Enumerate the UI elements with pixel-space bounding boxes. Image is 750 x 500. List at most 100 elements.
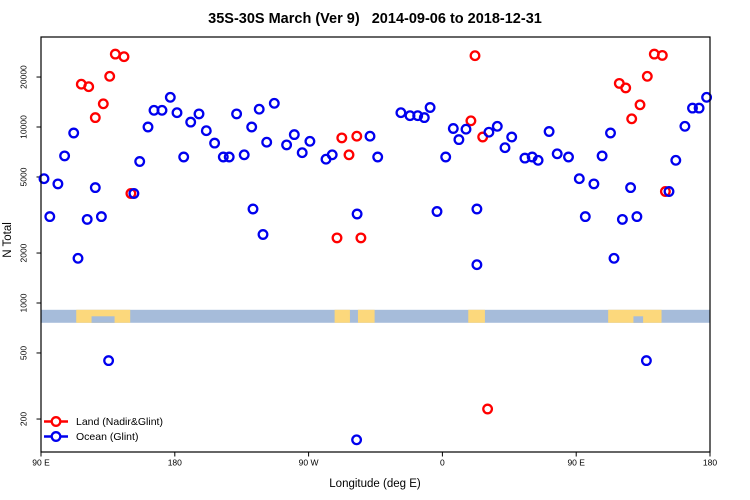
data-point-ocean [447,123,459,134]
data-point-ocean [268,97,280,109]
y-tick-label: 5000 [19,167,29,186]
data-point-ocean [364,130,376,142]
y-tick-label: 20000 [19,65,29,89]
data-point-land [109,48,121,60]
data-point-ocean [288,129,300,141]
data-point-ocean [171,107,183,119]
data-point-ocean [670,154,682,166]
legend-label-land: Land (Nadir&Glint) [76,416,163,428]
map-strip-land [334,309,350,323]
y-tick-label: 10000 [19,115,29,139]
data-point-ocean [596,150,608,162]
data-point-ocean [625,182,637,194]
data-point-ocean [701,91,713,103]
data-point-ocean [551,148,563,160]
data-point-land [620,82,632,94]
data-point-ocean [209,137,221,149]
data-point-ocean [246,121,258,133]
data-point-ocean [491,120,503,132]
y-tick-label: 1000 [19,293,29,312]
legend-entry-ocean: Ocean (Glint) [44,431,138,443]
data-point-ocean [68,127,80,139]
data-points [38,48,713,446]
data-point-ocean [543,126,555,137]
data-point-ocean [532,154,544,166]
data-point-land [83,81,95,93]
data-point-ocean [506,131,518,143]
data-point-land [331,232,343,244]
data-point-land [656,49,668,61]
data-point-land [659,186,671,197]
data-point-ocean [231,108,243,120]
data-point-ocean [223,151,235,163]
data-point-land [351,130,363,142]
data-point-ocean [563,151,574,163]
data-point-ocean [579,211,591,223]
data-point-ocean [573,173,585,185]
data-point-ocean [460,123,472,135]
data-point-ocean [304,135,316,147]
data-point-ocean [95,211,107,223]
data-point-ocean [351,434,363,446]
data-point-ocean [608,252,620,264]
data-point-ocean [128,188,140,199]
data-point-land [482,403,494,415]
data-point-land [469,50,481,62]
y-tick-label: 200 [19,412,29,426]
data-point-ocean [519,152,531,164]
data-point-ocean [440,151,452,163]
data-point-land [634,99,646,111]
data-point-land [641,70,653,82]
x-tick-label: 90 E [32,458,50,468]
legend-marker-land-icon [50,416,62,427]
data-point-land [336,132,348,144]
data-point-ocean [631,211,643,223]
data-point-ocean [453,134,465,146]
data-point-land [104,70,116,82]
axis-ticks: 200 500 1000 2000 5000 10000 20000 90 E 180 90 W 0… [19,65,718,468]
data-point-ocean [351,208,363,220]
data-point-ocean [412,110,424,122]
data-point-ocean [164,91,176,103]
map-strip-land [357,309,375,323]
data-point-land [118,51,130,63]
data-point-ocean [52,178,64,190]
data-point-ocean [372,151,384,163]
x-tick-label: 180 [703,458,717,468]
data-point-ocean [418,112,430,124]
data-point-ocean [59,150,71,162]
legend-entry-land: Land (Nadir&Glint) [44,416,163,428]
data-point-ocean [89,182,101,194]
data-point-ocean [238,149,250,161]
data-point-ocean [193,108,205,120]
data-point-land [465,115,477,127]
data-point-ocean [663,186,675,197]
data-point-land [97,98,109,110]
y-tick-label: 2000 [19,243,29,262]
data-point-ocean [326,149,338,161]
data-point-ocean [178,151,190,163]
data-point-ocean [471,259,483,271]
data-point-ocean [81,213,93,225]
data-point-land [343,149,355,161]
x-tick-label: 90 E [567,458,585,468]
legend-marker-ocean-icon [50,431,62,442]
x-tick-label: 0 [440,458,445,468]
data-point-ocean [640,355,652,367]
data-point-ocean [687,102,698,114]
data-point-ocean [395,107,407,119]
data-point-ocean [142,121,154,133]
chart-title: 35S-30S March (Ver 9) 2014-09-06 to 2018… [208,11,542,27]
legend: Land (Nadir&Glint) Ocean (Glint) [44,416,163,443]
data-point-ocean [679,120,691,132]
data-point-ocean [261,136,273,148]
x-axis-title: Longitude (deg E) [329,478,421,490]
data-point-ocean [185,116,197,128]
data-point-ocean [693,102,705,114]
data-point-ocean [253,103,265,115]
data-point-ocean [44,211,56,223]
data-point-land [355,232,367,244]
y-tick-label: 500 [19,346,29,360]
data-point-ocean [257,229,269,240]
